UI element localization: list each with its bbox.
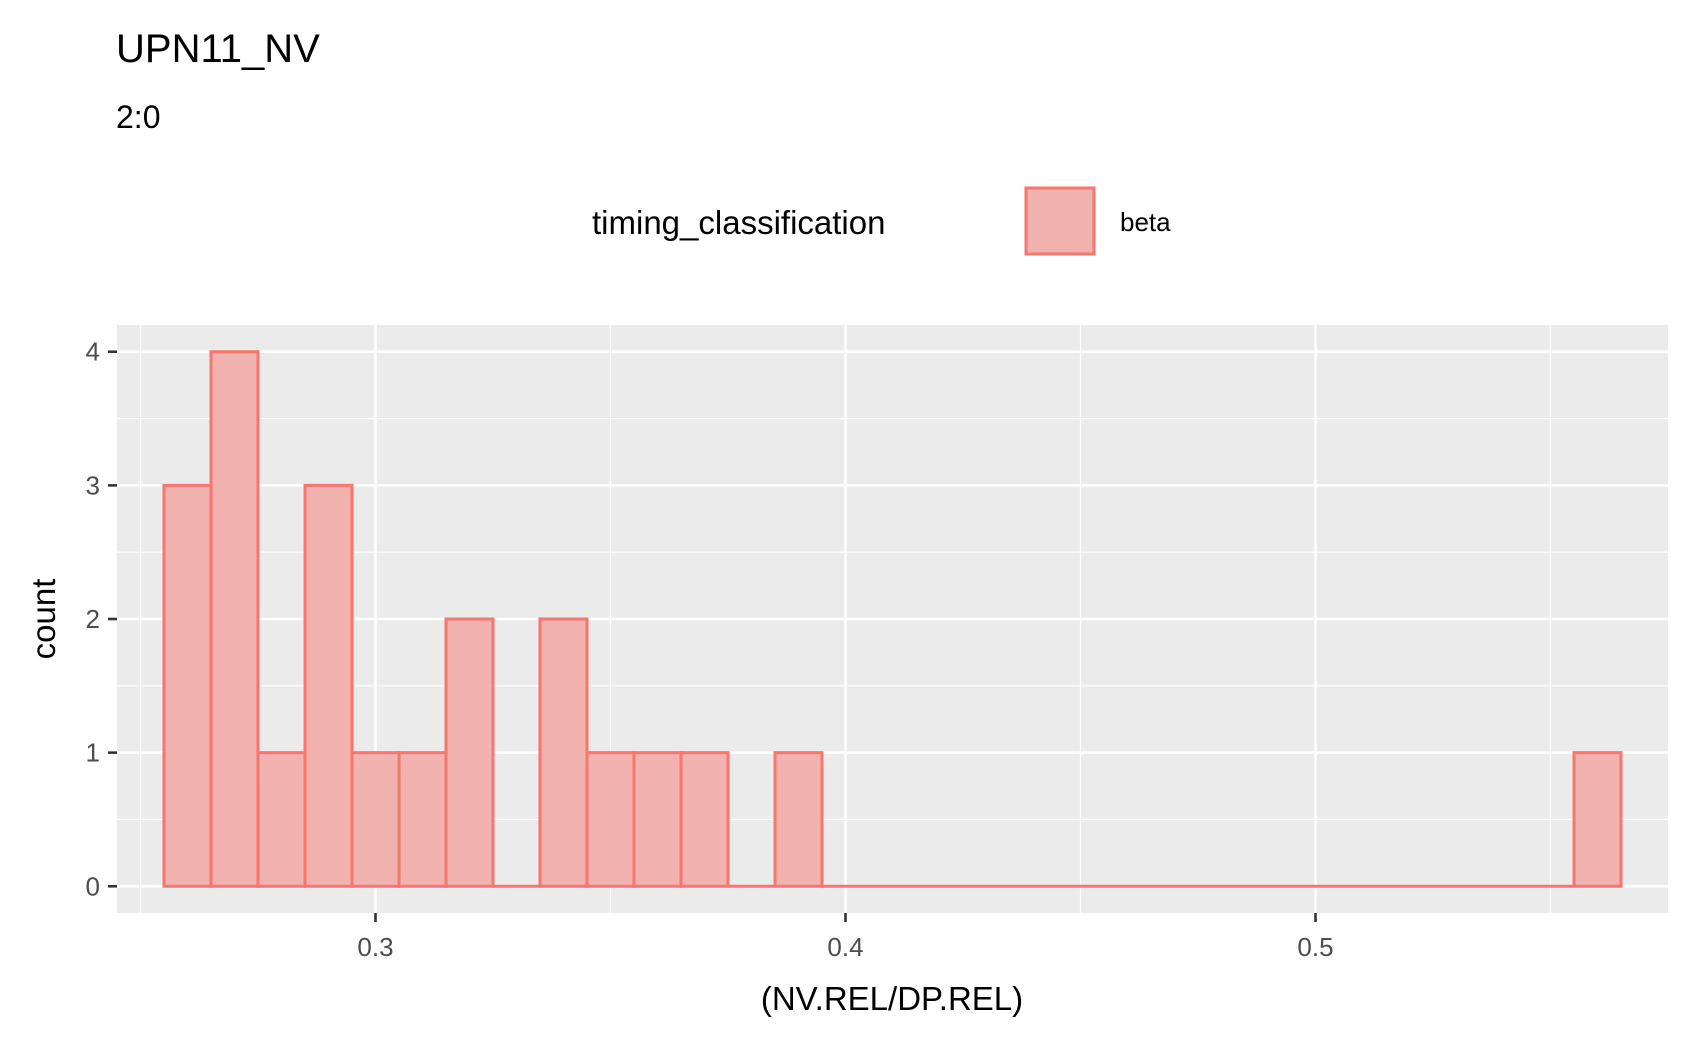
x-axis-title: (NV.REL/DP.REL) [761,980,1023,1017]
legend-label-beta: beta [1120,207,1171,237]
y-tick-label: 3 [86,470,100,500]
y-axis: 0 1 2 3 4 [86,337,117,901]
y-tick-label: 4 [86,337,100,367]
x-tick-label: 0.3 [357,932,393,962]
histogram-bars [162,350,1623,888]
histogram-bar [632,751,683,888]
histogram-bar [256,751,307,888]
legend: timing_classification beta [592,186,1171,256]
histogram-bar [538,617,589,888]
legend-title: timing_classification [592,204,885,241]
histogram-bar [444,617,495,888]
histogram-bar [162,483,213,888]
y-axis-title: count [25,579,62,660]
histogram-bar [303,483,354,888]
histogram-bar [350,751,401,888]
y-tick-label: 1 [86,738,100,768]
histogram-bar [679,751,730,888]
histogram-bar [585,751,636,888]
y-tick-label: 0 [86,871,100,901]
x-tick-label: 0.5 [1297,932,1333,962]
chart-subtitle: 2:0 [116,99,160,135]
histogram-bar [773,751,824,888]
chart-title: UPN11_NV [116,27,320,71]
y-tick-label: 2 [86,604,100,634]
legend-key-beta [1024,186,1096,256]
histogram-bar [1572,751,1623,888]
x-tick-label: 0.4 [827,932,863,962]
histogram-bar [397,751,448,888]
x-axis: 0.3 0.4 0.5 [357,913,1334,962]
histogram-bar [209,350,260,888]
